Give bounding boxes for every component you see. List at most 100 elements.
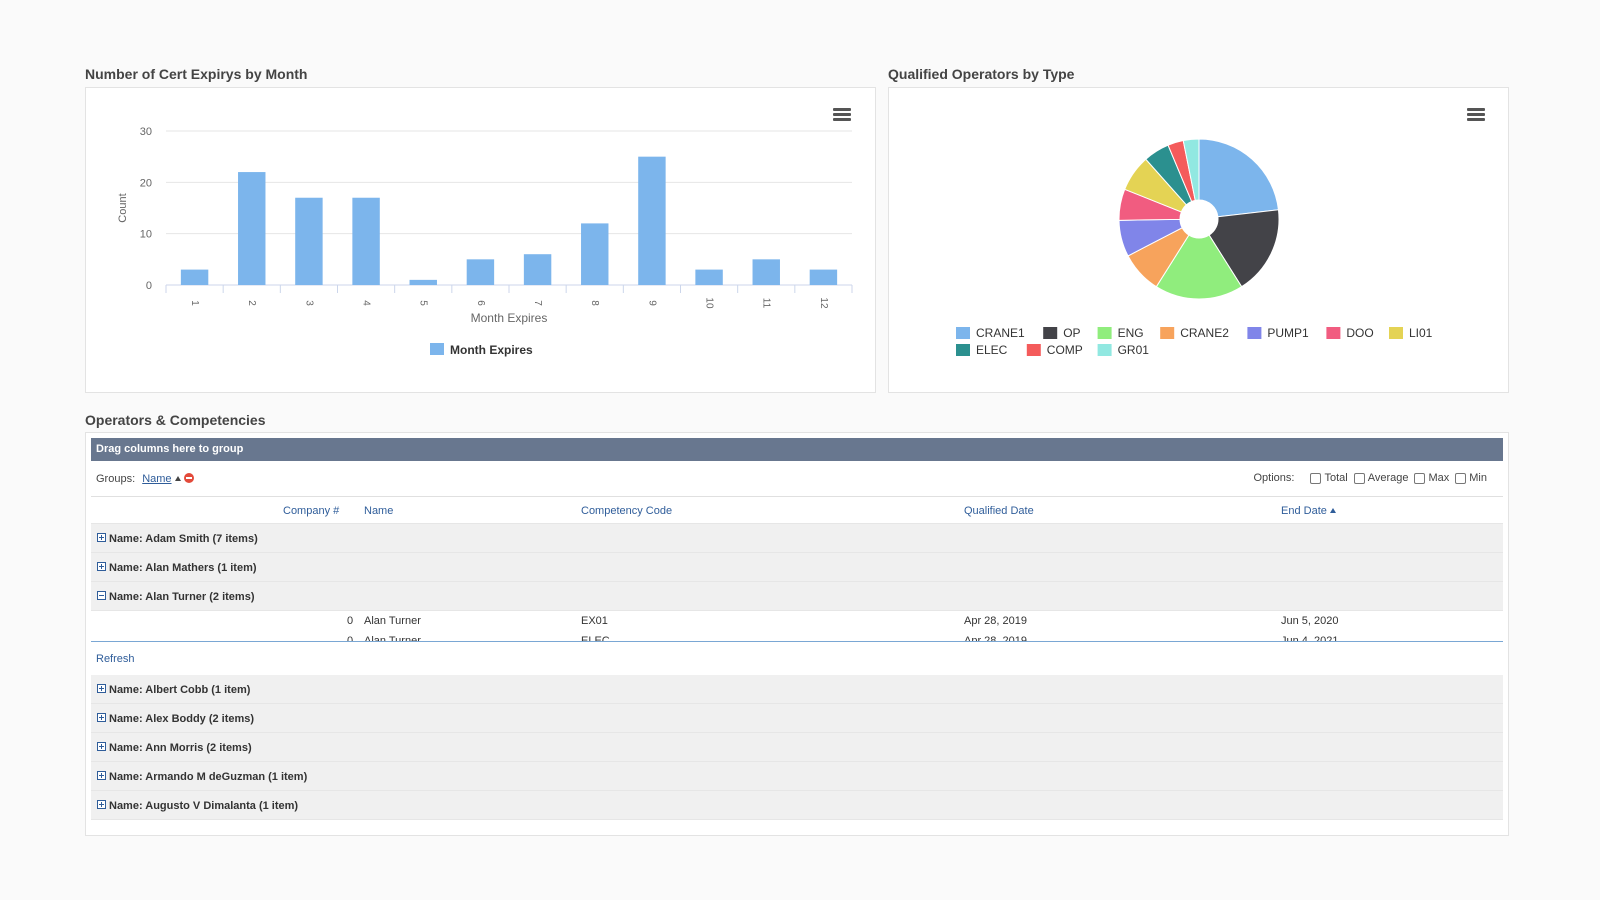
bar-11[interactable] bbox=[752, 259, 780, 285]
pie-slice-op[interactable] bbox=[1208, 209, 1280, 288]
cell-name: Alan Turner bbox=[364, 615, 421, 627]
bar-legend-item[interactable]: Month Expires bbox=[430, 343, 533, 357]
bar-x-tick-label: 8 bbox=[589, 300, 600, 306]
remove-group-icon[interactable] bbox=[183, 473, 194, 483]
pie-legend-label: ENG bbox=[1118, 326, 1144, 340]
group-row-label: Name: Albert Cobb (1 item) bbox=[109, 684, 251, 696]
groups-label: Groups: bbox=[96, 473, 136, 485]
bar-chart-menu-icon[interactable] bbox=[833, 108, 851, 122]
min-checkbox[interactable] bbox=[1455, 472, 1467, 484]
group-row[interactable]: Name: Ann Morris (2 items) bbox=[91, 733, 1503, 762]
expand-icon[interactable] bbox=[97, 533, 106, 542]
bar-3[interactable] bbox=[295, 197, 323, 285]
bar-6[interactable] bbox=[466, 259, 495, 285]
groups-toolbar: Groups: Name Options: Total Average Max … bbox=[91, 461, 1503, 497]
pie-legend-swatch bbox=[956, 344, 970, 356]
bar-5[interactable] bbox=[409, 279, 437, 285]
pie-slice-eng[interactable] bbox=[1155, 234, 1243, 300]
expand-icon[interactable] bbox=[97, 684, 106, 693]
pie-legend-swatch bbox=[1389, 327, 1403, 339]
bar-x-axis-label: Month Expires bbox=[471, 311, 548, 325]
column-header-company[interactable]: Company # bbox=[283, 505, 340, 517]
bar-7[interactable] bbox=[523, 254, 552, 285]
pie-legend-eng[interactable]: ENG bbox=[1097, 326, 1144, 340]
max-checkbox[interactable] bbox=[1414, 472, 1426, 484]
expand-icon[interactable] bbox=[97, 771, 106, 780]
bar-legend-swatch bbox=[430, 343, 444, 355]
option-total[interactable]: Total bbox=[1310, 472, 1348, 484]
group-row[interactable]: Name: Albert Cobb (1 item) bbox=[91, 675, 1503, 704]
collapse-icon[interactable] bbox=[97, 591, 106, 600]
table-row[interactable]: 0 Alan Turner EX01 Apr 28, 2019 Jun 5, 2… bbox=[91, 611, 1503, 631]
sort-ascending-icon[interactable] bbox=[174, 476, 181, 481]
pie-legend-swatch bbox=[1043, 327, 1058, 339]
expand-icon[interactable] bbox=[97, 742, 106, 751]
group-row-label: Name: Alex Boddy (2 items) bbox=[109, 713, 255, 725]
column-header-name[interactable]: Name bbox=[364, 505, 394, 517]
pie-slice-gr01[interactable] bbox=[1182, 138, 1200, 201]
total-checkbox[interactable] bbox=[1310, 472, 1322, 484]
group-row[interactable]: Name: Alex Boddy (2 items) bbox=[91, 704, 1503, 733]
pie-legend-gr01[interactable]: GR01 bbox=[1097, 343, 1150, 357]
bar-x-tick-label: 9 bbox=[646, 300, 657, 306]
pie-chart-panel: CRANE1 OP ENG CRANE2 PUMP1 DOO LI01 ELEC COMP GR0… bbox=[888, 87, 1509, 393]
group-row-label: Name: Alan Turner (2 items) bbox=[109, 591, 255, 603]
options-group: Options: Total Average Max Min bbox=[1253, 472, 1487, 484]
group-drop-zone[interactable]: Drag columns here to group bbox=[91, 438, 1503, 461]
group-row[interactable]: Name: Augusto V Dimalanta (1 item) bbox=[91, 791, 1503, 820]
bar-x-tick-label: 3 bbox=[303, 300, 314, 306]
pie-chart-title: Qualified Operators by Type bbox=[888, 66, 1075, 82]
bar-legend-label: Month Expires bbox=[450, 343, 533, 357]
column-header-end-date[interactable]: End Date bbox=[1281, 505, 1336, 517]
pie-legend-swatch bbox=[1097, 327, 1112, 339]
pie-legend-crane1[interactable]: CRANE1 bbox=[956, 326, 1025, 340]
pie-legend-label: PUMP1 bbox=[1267, 326, 1309, 340]
group-row[interactable]: Name: Alan Mathers (1 item) bbox=[91, 553, 1503, 582]
bar-8[interactable] bbox=[581, 223, 609, 285]
refresh-row: Refresh bbox=[91, 641, 1503, 675]
bar-10[interactable] bbox=[695, 269, 723, 285]
pie-legend-doo[interactable]: DOO bbox=[1326, 326, 1374, 340]
pie-legend-swatch bbox=[1026, 344, 1041, 356]
group-row[interactable]: Name: Alan Turner (2 items) bbox=[91, 582, 1503, 611]
pie-legend-li01[interactable]: LI01 bbox=[1389, 326, 1433, 340]
bar-2[interactable] bbox=[238, 172, 266, 285]
average-checkbox[interactable] bbox=[1353, 472, 1365, 484]
end-date-header-label: End Date bbox=[1281, 505, 1327, 517]
pie-chart-menu-icon[interactable] bbox=[1467, 108, 1485, 122]
group-row-label: Name: Ann Morris (2 items) bbox=[109, 742, 252, 754]
pie-slice-crane1[interactable] bbox=[1198, 138, 1280, 218]
bar-x-tick-label: 11 bbox=[761, 298, 772, 309]
bar-4[interactable] bbox=[352, 197, 380, 285]
pie-legend-swatch bbox=[1097, 344, 1112, 356]
column-header-competency-code[interactable]: Competency Code bbox=[581, 505, 673, 517]
pie-legend-swatch bbox=[1247, 327, 1262, 339]
pie-legend-crane2[interactable]: CRANE2 bbox=[1160, 326, 1229, 340]
group-field-link[interactable]: Name bbox=[142, 473, 172, 485]
option-average[interactable]: Average bbox=[1353, 472, 1408, 484]
group-row[interactable]: Name: Adam Smith (7 items) bbox=[91, 524, 1503, 553]
group-row[interactable]: Name: Armando M deGuzman (1 item) bbox=[91, 762, 1503, 791]
option-max[interactable]: Max bbox=[1414, 472, 1449, 484]
option-min[interactable]: Min bbox=[1455, 472, 1487, 484]
expand-icon[interactable] bbox=[97, 713, 106, 722]
pie-legend-pump1[interactable]: PUMP1 bbox=[1247, 326, 1309, 340]
pie-legend-comp[interactable]: COMP bbox=[1026, 343, 1083, 357]
pie-legend-swatch bbox=[1326, 327, 1341, 339]
pie-legend-elec[interactable]: ELEC bbox=[956, 343, 1008, 357]
operators-grid: Drag columns here to group Groups: Name … bbox=[85, 432, 1509, 836]
expand-icon[interactable] bbox=[97, 562, 106, 571]
bar-1[interactable] bbox=[180, 269, 209, 285]
bar-12[interactable] bbox=[809, 269, 838, 285]
column-header-qualified-date[interactable]: Qualified Date bbox=[964, 505, 1034, 517]
pie-legend-op[interactable]: OP bbox=[1043, 326, 1081, 340]
refresh-link[interactable]: Refresh bbox=[96, 653, 135, 665]
bar-9[interactable] bbox=[638, 156, 666, 285]
bar-x-tick-label: 7 bbox=[532, 300, 543, 306]
expand-icon[interactable] bbox=[97, 800, 106, 809]
bar-y-tick-label: 20 bbox=[140, 177, 152, 189]
grid-header-row: Company # Name Competency Code Qualified… bbox=[91, 497, 1503, 524]
bar-chart-panel: 0 10 20 30 1 2 3 4 5 6 7 8 9 10 11 12 Month Expires Count… bbox=[85, 87, 876, 393]
pie-legend-label: LI01 bbox=[1409, 326, 1433, 340]
